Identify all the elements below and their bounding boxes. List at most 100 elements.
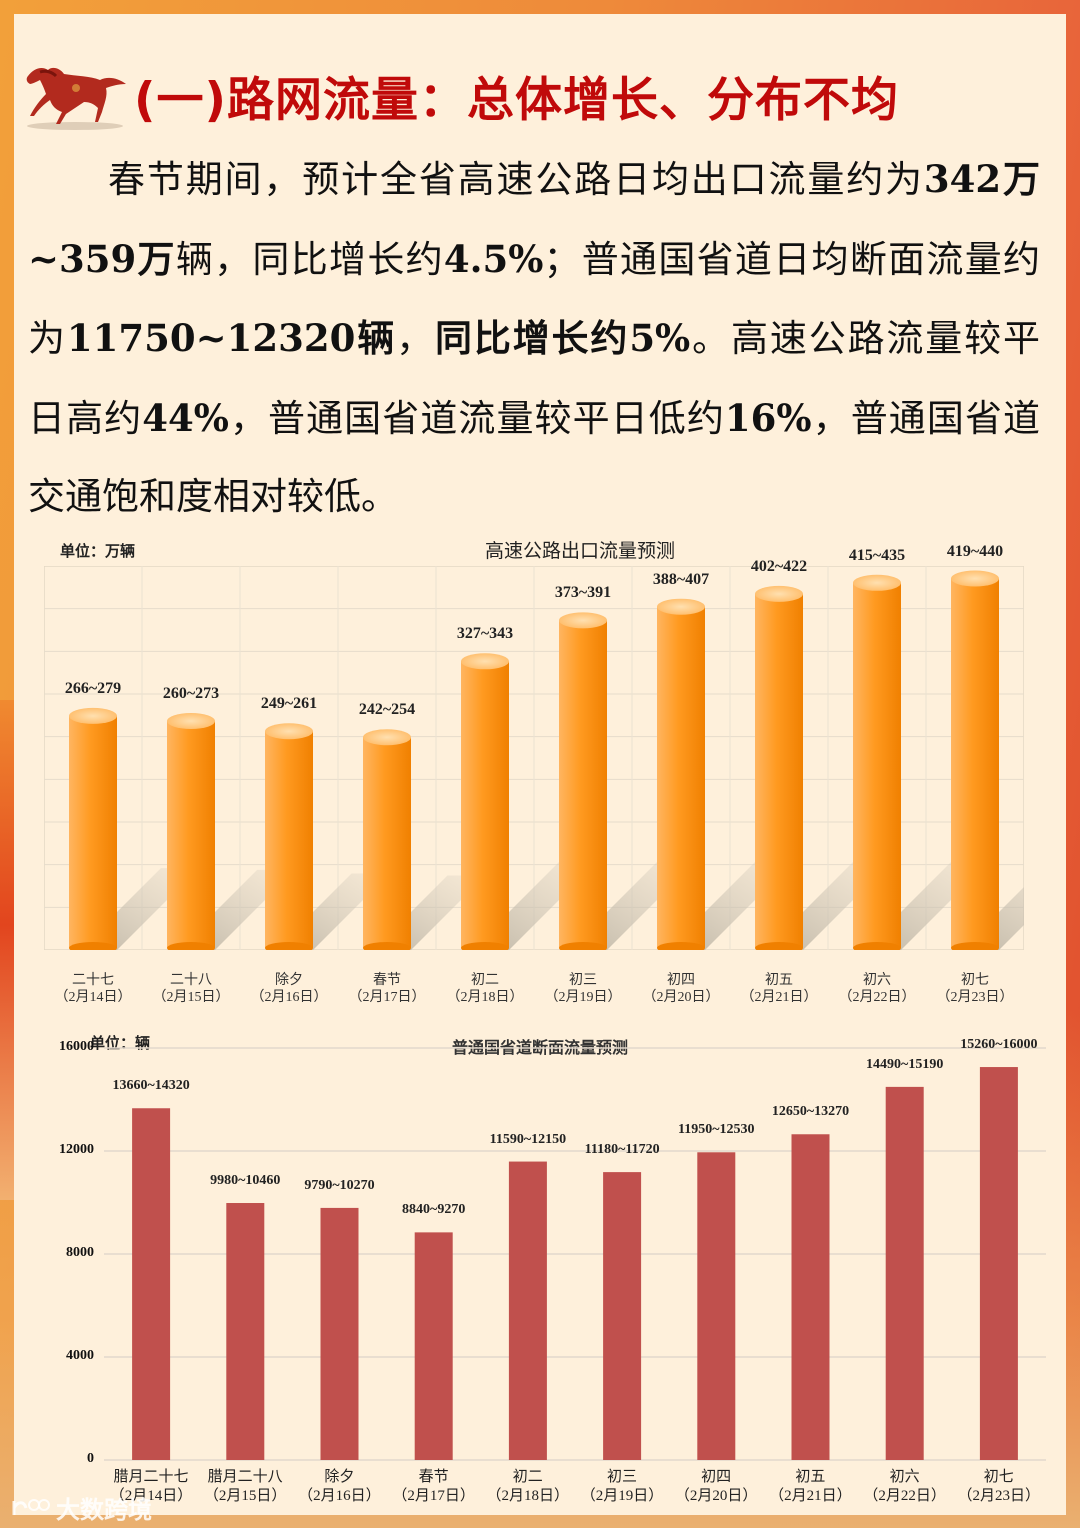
- x-label-day: 初三: [606, 1469, 637, 1485]
- highlight-unit: 辆: [355, 317, 397, 360]
- chart1-x-label: 初七 （2月23日）: [926, 972, 1024, 1006]
- chart2-data-label: 11950~12530: [678, 1122, 755, 1138]
- x-label-day: 初二: [512, 1469, 543, 1485]
- chart2-x-label: 初三 （2月19日）: [575, 1468, 669, 1506]
- x-label-day: 初五: [765, 973, 793, 988]
- chart2-x-label: 春节 （2月17日）: [387, 1468, 481, 1506]
- x-label-day: 除夕: [324, 1469, 355, 1485]
- x-label-day: 初五: [795, 1469, 826, 1485]
- x-label-day: 初二: [471, 973, 499, 988]
- highlight-number: 5%: [629, 316, 691, 360]
- x-label-day: 初七: [961, 973, 989, 988]
- chart2-data-label: 15260~16000: [960, 1037, 1038, 1053]
- highlight-number: ~359: [28, 236, 137, 281]
- x-label-date: （2月16日）: [298, 1488, 381, 1504]
- chart2-data-label: 14490~15190: [866, 1056, 944, 1072]
- chart2-data-label: 9980~10460: [210, 1173, 281, 1188]
- chart2-data-label: 13660~14320: [112, 1078, 190, 1094]
- text-segment: ，: [396, 317, 435, 360]
- x-label-date: （2月17日）: [392, 1488, 475, 1504]
- chart1-data-label: 415~435: [848, 546, 906, 564]
- chart1-bars: [44, 566, 1024, 950]
- x-label-date: （2月15日）: [152, 990, 230, 1005]
- x-label-day: 初四: [667, 973, 695, 988]
- text-segment: ，普通国省道流量较平日低约: [228, 396, 725, 440]
- chart1-x-label: 二十八 （2月15日）: [142, 972, 240, 1006]
- chart2-x-label: 初七 （2月23日）: [952, 1468, 1046, 1506]
- chart2-x-label: 除夕 （2月16日）: [292, 1468, 386, 1506]
- summary-paragraph: 春节期间，预计全省高速公路日均出口流量约为342万~359万辆，同比增长约4.5…: [28, 140, 1040, 537]
- x-label-day: 二十八: [170, 973, 212, 988]
- highlight-unit: 万: [1001, 158, 1041, 201]
- x-label-date: （2月20日）: [642, 990, 720, 1005]
- chart1-unit-label: 单位：万辆: [60, 544, 136, 560]
- x-label-date: （2月23日）: [936, 990, 1014, 1005]
- text-segment: 。高速公路流量较平日高约: [28, 317, 1041, 440]
- chart1-data-label: 249~261: [260, 695, 318, 713]
- x-label-day: 初六: [863, 973, 891, 988]
- chart2-x-label: 初六 （2月22日）: [858, 1468, 952, 1506]
- chart2-y-tick: 12000: [59, 1142, 94, 1157]
- chart2-x-label: 初五 （2月21日）: [763, 1468, 857, 1506]
- chart1-data-label: 419~440: [946, 542, 1004, 560]
- watermark: 大数跨境: [10, 1490, 152, 1525]
- chart2-data-label: 9790~10270: [304, 1177, 375, 1193]
- x-label-date: （2月14日）: [54, 990, 132, 1005]
- highlight-number: 4.5%: [443, 236, 544, 281]
- chart1-x-label: 初六 （2月22日）: [828, 972, 926, 1006]
- chart1-data-label: 242~254: [358, 701, 416, 719]
- chart2-x-label: 腊月二十八 （2月15日）: [198, 1468, 292, 1506]
- chart1-x-label: 初五 （2月21日）: [730, 972, 828, 1006]
- x-label-day: 初六: [889, 1469, 920, 1485]
- chart2-y-tick: 4000: [66, 1348, 94, 1363]
- chart1-x-label: 除夕 （2月16日）: [240, 972, 338, 1006]
- chart2-data-label: 11180~11720: [584, 1142, 660, 1158]
- highlight-number: 16%: [724, 395, 812, 440]
- chart1-data-label: 327~343: [456, 625, 514, 643]
- horse-icon: [26, 67, 126, 130]
- chart1-data-label: 260~273: [162, 685, 220, 703]
- chart1-plot-area: [44, 566, 1024, 950]
- x-label-date: （2月18日）: [486, 1488, 570, 1504]
- chart1-data-label: 373~391: [554, 584, 612, 602]
- x-label-day: 春节: [373, 973, 401, 988]
- chart2-y-tick: 8000: [66, 1245, 94, 1260]
- chart1-data-label: 402~422: [750, 557, 808, 575]
- x-label-date: （2月22日）: [863, 1488, 946, 1504]
- chart1-x-label: 初四 （2月20日）: [632, 972, 730, 1006]
- chart1-data-label: 266~279: [64, 679, 122, 697]
- chart1-title: 高速公路出口流量预测: [484, 541, 675, 562]
- chart2-y-tick: 16000: [59, 1039, 94, 1054]
- watermark-logo-icon: [12, 1498, 50, 1515]
- x-label-day: 春节: [418, 1469, 449, 1485]
- chart1-x-label: 初二 （2月18日）: [436, 972, 534, 1006]
- chart1-data-label: 388~407: [652, 570, 710, 588]
- text-segment: 春节期间，预计全省高速公路日均出口流量约为: [108, 158, 924, 201]
- x-label-day: 二十七: [72, 973, 114, 988]
- chart2-data-label: 11590~12150: [489, 1131, 567, 1147]
- x-label-date: （2月21日）: [769, 1488, 852, 1504]
- chart2-data-label: 8840~9270: [402, 1202, 466, 1218]
- x-label-date: （2月23日）: [957, 1488, 1041, 1504]
- chart1-x-label: 初三 （2月19日）: [534, 972, 632, 1006]
- x-label-day: 初三: [569, 973, 597, 988]
- x-label-date: （2月15日）: [203, 1488, 287, 1504]
- x-label-day: 初七: [983, 1469, 1014, 1485]
- x-label-date: （2月20日）: [674, 1488, 758, 1504]
- highlight-number: 44%: [142, 395, 229, 440]
- x-label-date: （2月17日）: [348, 990, 426, 1005]
- chart2-x-label: 腊月二十七 （2月14日）: [104, 1468, 198, 1506]
- chart2-y-tick: 0: [87, 1451, 94, 1466]
- x-label-date: （2月19日）: [580, 1488, 664, 1504]
- chart2-x-label: 初二 （2月18日）: [481, 1468, 575, 1506]
- chart1-x-label: 春节 （2月17日）: [338, 972, 436, 1006]
- highlight-unit: 万: [136, 237, 176, 281]
- chart2-x-axis-labels: 腊月二十七 （2月14日） 腊月二十八 （2月15日） 除夕 （2月16日） 春节 （2月17…: [104, 1468, 1044, 1508]
- watermark-text: 大数跨境: [56, 1496, 152, 1524]
- x-label-day: 初四: [701, 1469, 732, 1485]
- section-header: (一)路网流量：总体增长、分布不均: [20, 50, 899, 140]
- x-label-date: （2月16日）: [250, 990, 328, 1005]
- x-label-day: 除夕: [275, 973, 303, 988]
- x-label-date: （2月18日）: [446, 990, 524, 1005]
- highlight-number: 11750~12320: [66, 316, 356, 360]
